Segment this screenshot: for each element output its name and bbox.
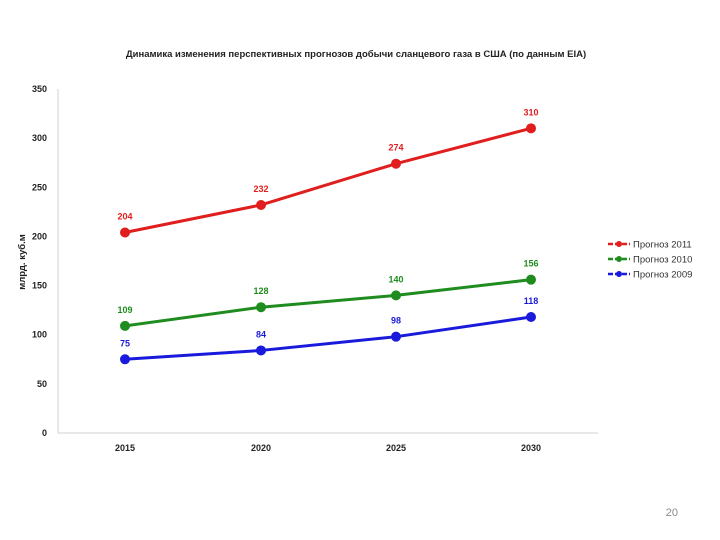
- data-label: 128: [253, 286, 268, 296]
- data-point: [120, 320, 130, 331]
- legend-label: Прогноз 2010: [633, 255, 692, 266]
- data-label: 204: [117, 211, 132, 221]
- y-axis-label: млрд. куб.м: [17, 234, 28, 290]
- series-line: [124, 126, 532, 234]
- y-tick-label: 200: [32, 231, 47, 241]
- data-point: [120, 354, 130, 365]
- y-tick-label: 50: [37, 379, 47, 389]
- data-point: [256, 302, 266, 313]
- legend-label: Прогноз 2011: [633, 240, 692, 251]
- data-point: [256, 345, 266, 356]
- data-point: [256, 199, 266, 210]
- data-label: 140: [388, 274, 403, 284]
- data-label: 109: [117, 305, 132, 315]
- series-line: [124, 278, 532, 328]
- data-label: 118: [524, 296, 539, 306]
- data-point: [526, 274, 536, 285]
- page-number: 20: [665, 507, 678, 519]
- y-tick-label: 150: [32, 281, 47, 291]
- data-point: [526, 123, 536, 134]
- data-point: [120, 227, 130, 238]
- data-label: 84: [256, 329, 266, 339]
- x-tick-label: 2015: [115, 443, 135, 453]
- legend-swatch-marker: [616, 241, 622, 247]
- data-label: 98: [391, 316, 401, 326]
- y-tick-label: 100: [32, 330, 47, 340]
- y-tick-label: 350: [32, 84, 47, 94]
- legend-swatch-marker: [616, 256, 622, 262]
- x-tick-label: 2020: [251, 443, 271, 453]
- series-line: [124, 315, 532, 361]
- chart-title: Динамика изменения перспективных прогноз…: [126, 49, 586, 60]
- data-label: 310: [523, 107, 538, 117]
- data-point: [526, 312, 536, 323]
- legend-label: Прогноз 2009: [633, 270, 692, 281]
- plot-area: 0 50 100 150 200 250 300 350 2015 2020 2025 2030 204…: [32, 84, 692, 453]
- x-tick-label: 2030: [521, 443, 541, 453]
- data-label: 274: [388, 143, 403, 153]
- data-label: 75: [120, 338, 130, 348]
- data-point: [391, 331, 401, 342]
- y-tick-label: 300: [32, 133, 47, 143]
- data-label: 156: [523, 259, 538, 269]
- y-tick-label: 250: [32, 182, 47, 192]
- y-tick-label: 0: [42, 428, 47, 438]
- data-point: [391, 158, 401, 169]
- data-point: [391, 290, 401, 301]
- x-tick-label: 2025: [386, 443, 406, 453]
- legend-swatch-marker: [616, 271, 622, 277]
- data-label: 232: [253, 184, 268, 194]
